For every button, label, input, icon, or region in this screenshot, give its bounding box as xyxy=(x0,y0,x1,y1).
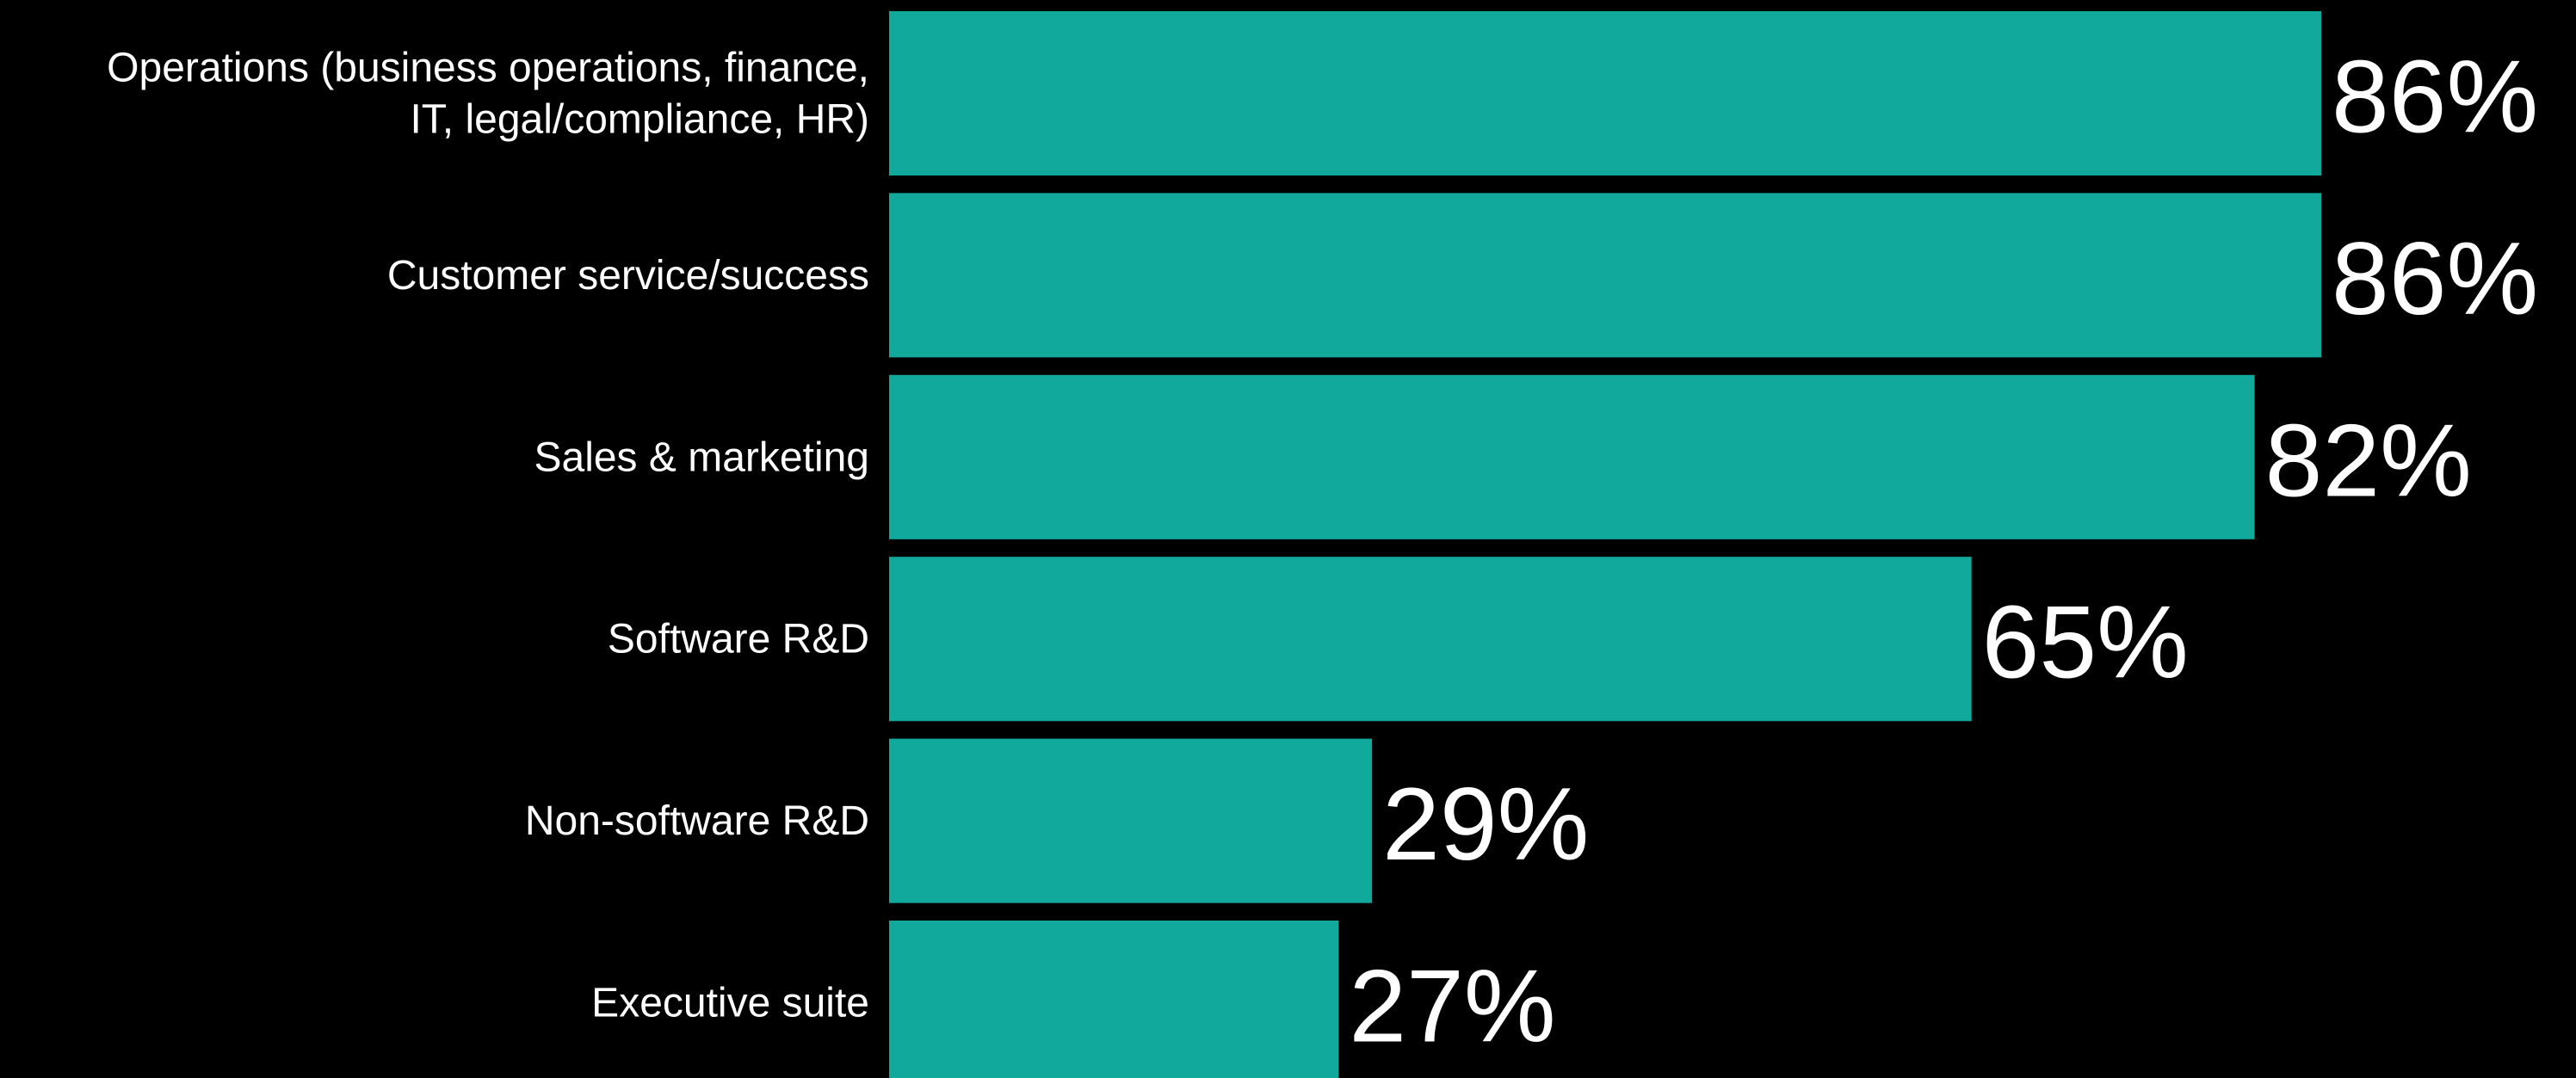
bar xyxy=(889,557,1972,722)
category-label: Executive suite xyxy=(591,980,869,1026)
category-label-line: Customer service/success xyxy=(387,252,869,298)
value-labels-group: 86% 86% 82% 65% 29% 27% xyxy=(1349,40,2538,1064)
category-label: Operations (business operations, finance… xyxy=(107,45,869,142)
value-label: 82% xyxy=(2265,403,2472,518)
category-label-line: Non-software R&D xyxy=(525,798,869,844)
category-label-line: Executive suite xyxy=(591,980,869,1026)
bar xyxy=(889,921,1339,1078)
category-label-line: Software R&D xyxy=(608,616,869,662)
value-label: 29% xyxy=(1382,767,1589,882)
bar xyxy=(889,738,1373,903)
bars-group xyxy=(889,11,2321,1078)
bar xyxy=(889,374,2255,539)
bar xyxy=(889,11,2321,176)
category-labels-group: Operations (business operations, finance… xyxy=(107,45,869,1026)
category-label: Software R&D xyxy=(608,616,869,662)
category-label-line: Sales & marketing xyxy=(534,434,869,480)
bar xyxy=(889,193,2321,358)
value-label: 27% xyxy=(1349,949,1555,1064)
value-label: 65% xyxy=(1982,585,2189,700)
value-label: 86% xyxy=(2332,221,2538,336)
value-label: 86% xyxy=(2332,40,2538,155)
category-label: Non-software R&D xyxy=(525,798,869,844)
category-label-line: IT, legal/compliance, HR) xyxy=(410,96,869,142)
category-label: Customer service/success xyxy=(387,252,869,298)
category-label: Sales & marketing xyxy=(534,434,869,480)
category-label-line: Operations (business operations, finance… xyxy=(107,45,869,90)
